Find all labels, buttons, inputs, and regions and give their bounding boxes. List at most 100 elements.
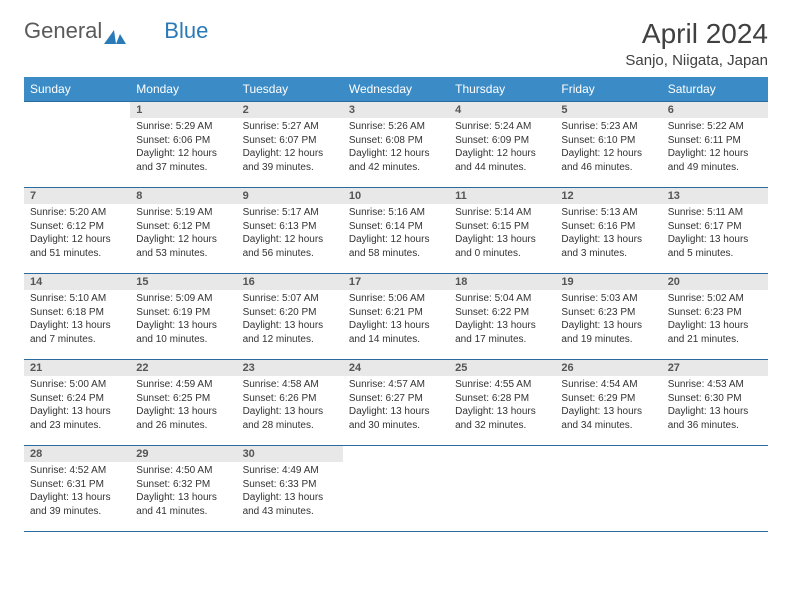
day-header: Tuesday (237, 77, 343, 102)
cell-line: Sunset: 6:29 PM (561, 392, 655, 406)
cell-line: Sunrise: 5:13 AM (561, 206, 655, 220)
cell-line: and 58 minutes. (349, 247, 443, 261)
cell-body: Sunrise: 5:10 AMSunset: 6:18 PMDaylight:… (24, 290, 130, 350)
calendar-cell: 17Sunrise: 5:06 AMSunset: 6:21 PMDayligh… (343, 274, 449, 360)
calendar-cell: 24Sunrise: 4:57 AMSunset: 6:27 PMDayligh… (343, 360, 449, 446)
cell-line: Sunset: 6:12 PM (30, 220, 124, 234)
cell-body: Sunrise: 5:24 AMSunset: 6:09 PMDaylight:… (449, 118, 555, 178)
cell-line: Daylight: 13 hours (136, 491, 230, 505)
calendar-cell: 5Sunrise: 5:23 AMSunset: 6:10 PMDaylight… (555, 102, 661, 188)
calendar-row: 28Sunrise: 4:52 AMSunset: 6:31 PMDayligh… (24, 446, 768, 532)
cell-line: and 39 minutes. (243, 161, 337, 175)
calendar-cell (343, 446, 449, 532)
cell-body: Sunrise: 5:17 AMSunset: 6:13 PMDaylight:… (237, 204, 343, 264)
cell-body: Sunrise: 4:58 AMSunset: 6:26 PMDaylight:… (237, 376, 343, 436)
cell-line: Daylight: 13 hours (668, 405, 762, 419)
day-number: 1 (130, 102, 236, 118)
cell-body: Sunrise: 5:02 AMSunset: 6:23 PMDaylight:… (662, 290, 768, 350)
cell-body: Sunrise: 5:20 AMSunset: 6:12 PMDaylight:… (24, 204, 130, 264)
cell-line: and 26 minutes. (136, 419, 230, 433)
calendar-cell: 6Sunrise: 5:22 AMSunset: 6:11 PMDaylight… (662, 102, 768, 188)
cell-line: Sunrise: 4:53 AM (668, 378, 762, 392)
day-number: 2 (237, 102, 343, 118)
cell-line: Daylight: 13 hours (455, 405, 549, 419)
cell-line: Sunset: 6:19 PM (136, 306, 230, 320)
cell-line: and 51 minutes. (30, 247, 124, 261)
cell-body: Sunrise: 4:57 AMSunset: 6:27 PMDaylight:… (343, 376, 449, 436)
cell-body: Sunrise: 5:04 AMSunset: 6:22 PMDaylight:… (449, 290, 555, 350)
cell-body: Sunrise: 4:55 AMSunset: 6:28 PMDaylight:… (449, 376, 555, 436)
cell-line: Sunrise: 5:24 AM (455, 120, 549, 134)
day-number: 24 (343, 360, 449, 376)
cell-line: Daylight: 12 hours (455, 147, 549, 161)
calendar-cell: 13Sunrise: 5:11 AMSunset: 6:17 PMDayligh… (662, 188, 768, 274)
day-header: Friday (555, 77, 661, 102)
day-number: 17 (343, 274, 449, 290)
cell-line: Daylight: 13 hours (561, 319, 655, 333)
cell-body: Sunrise: 4:53 AMSunset: 6:30 PMDaylight:… (662, 376, 768, 436)
cell-line: Sunrise: 5:23 AM (561, 120, 655, 134)
cell-line: and 21 minutes. (668, 333, 762, 347)
cell-line: Sunset: 6:31 PM (30, 478, 124, 492)
day-header: Wednesday (343, 77, 449, 102)
day-number: 14 (24, 274, 130, 290)
cell-line: Sunrise: 5:11 AM (668, 206, 762, 220)
day-number: 7 (24, 188, 130, 204)
cell-line: Sunrise: 5:27 AM (243, 120, 337, 134)
location: Sanjo, Niigata, Japan (625, 52, 768, 69)
day-number: 10 (343, 188, 449, 204)
day-number: 22 (130, 360, 236, 376)
calendar-cell: 4Sunrise: 5:24 AMSunset: 6:09 PMDaylight… (449, 102, 555, 188)
cell-body: Sunrise: 5:00 AMSunset: 6:24 PMDaylight:… (24, 376, 130, 436)
cell-line: Sunrise: 4:55 AM (455, 378, 549, 392)
cell-body: Sunrise: 5:03 AMSunset: 6:23 PMDaylight:… (555, 290, 661, 350)
cell-body: Sunrise: 5:19 AMSunset: 6:12 PMDaylight:… (130, 204, 236, 264)
day-header: Sunday (24, 77, 130, 102)
cell-line: Daylight: 13 hours (455, 319, 549, 333)
cell-line: Sunset: 6:21 PM (349, 306, 443, 320)
cell-line: and 43 minutes. (243, 505, 337, 519)
cell-line: Sunset: 6:12 PM (136, 220, 230, 234)
day-header: Monday (130, 77, 236, 102)
cell-body: Sunrise: 5:06 AMSunset: 6:21 PMDaylight:… (343, 290, 449, 350)
cell-line: Sunrise: 4:52 AM (30, 464, 124, 478)
logo-text-blue: Blue (164, 18, 208, 44)
cell-line: Daylight: 13 hours (243, 491, 337, 505)
cell-line: Sunrise: 5:20 AM (30, 206, 124, 220)
cell-line: Daylight: 13 hours (30, 491, 124, 505)
cell-body: Sunrise: 5:07 AMSunset: 6:20 PMDaylight:… (237, 290, 343, 350)
cell-line: Daylight: 13 hours (668, 233, 762, 247)
cell-line: and 0 minutes. (455, 247, 549, 261)
cell-line: Sunrise: 5:10 AM (30, 292, 124, 306)
cell-body: Sunrise: 4:54 AMSunset: 6:29 PMDaylight:… (555, 376, 661, 436)
calendar-cell: 19Sunrise: 5:03 AMSunset: 6:23 PMDayligh… (555, 274, 661, 360)
cell-line: Daylight: 12 hours (349, 233, 443, 247)
cell-line: and 3 minutes. (561, 247, 655, 261)
cell-body: Sunrise: 5:11 AMSunset: 6:17 PMDaylight:… (662, 204, 768, 264)
cell-line: Sunrise: 4:50 AM (136, 464, 230, 478)
day-number: 5 (555, 102, 661, 118)
cell-line: Sunrise: 5:19 AM (136, 206, 230, 220)
calendar-cell: 12Sunrise: 5:13 AMSunset: 6:16 PMDayligh… (555, 188, 661, 274)
calendar-cell: 2Sunrise: 5:27 AMSunset: 6:07 PMDaylight… (237, 102, 343, 188)
cell-line: and 44 minutes. (455, 161, 549, 175)
day-number: 28 (24, 446, 130, 462)
cell-line: Daylight: 13 hours (561, 405, 655, 419)
calendar-body: 1Sunrise: 5:29 AMSunset: 6:06 PMDaylight… (24, 102, 768, 532)
calendar-cell: 29Sunrise: 4:50 AMSunset: 6:32 PMDayligh… (130, 446, 236, 532)
cell-line: and 42 minutes. (349, 161, 443, 175)
day-number: 3 (343, 102, 449, 118)
cell-line: Daylight: 13 hours (136, 319, 230, 333)
cell-line: Sunrise: 5:07 AM (243, 292, 337, 306)
calendar-cell: 1Sunrise: 5:29 AMSunset: 6:06 PMDaylight… (130, 102, 236, 188)
cell-line: Sunrise: 4:49 AM (243, 464, 337, 478)
cell-line: Sunset: 6:25 PM (136, 392, 230, 406)
cell-line: Sunrise: 4:59 AM (136, 378, 230, 392)
cell-line: Sunrise: 5:00 AM (30, 378, 124, 392)
cell-line: Sunset: 6:10 PM (561, 134, 655, 148)
calendar-cell: 11Sunrise: 5:14 AMSunset: 6:15 PMDayligh… (449, 188, 555, 274)
calendar-cell: 15Sunrise: 5:09 AMSunset: 6:19 PMDayligh… (130, 274, 236, 360)
cell-body: Sunrise: 4:59 AMSunset: 6:25 PMDaylight:… (130, 376, 236, 436)
cell-line: Sunset: 6:22 PM (455, 306, 549, 320)
cell-body: Sunrise: 4:50 AMSunset: 6:32 PMDaylight:… (130, 462, 236, 522)
